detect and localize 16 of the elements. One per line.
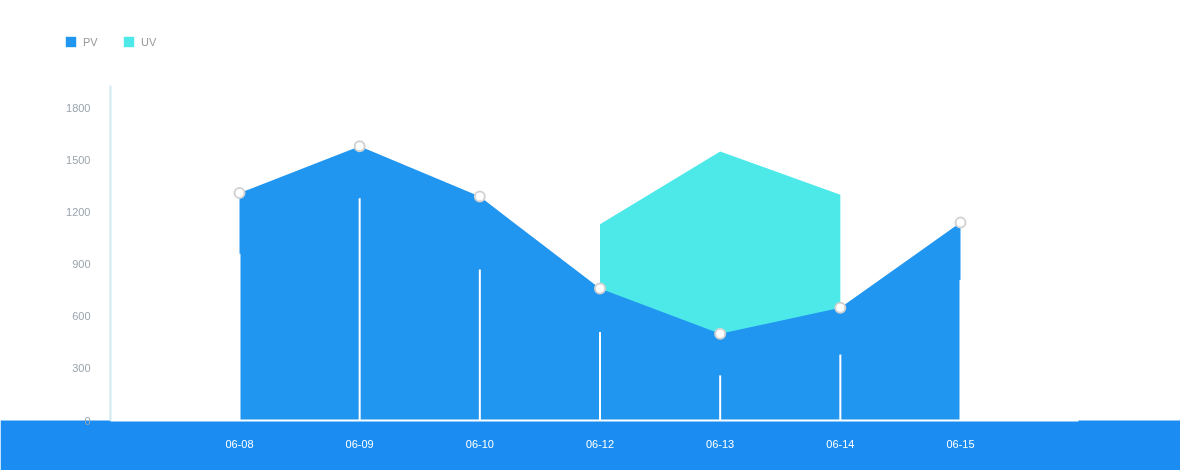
x-tick-label: 06-14 xyxy=(826,437,855,450)
x-tick-label: 06-10 xyxy=(465,437,494,450)
y-tick-label: 600 xyxy=(72,310,91,323)
x-tick-label: 06-12 xyxy=(585,437,615,450)
y-tick-label: 0 xyxy=(84,414,91,427)
y-tick-label: 300 xyxy=(72,362,91,375)
y-tick-label: 1800 xyxy=(66,102,91,115)
x-tick-label: 06-09 xyxy=(345,437,374,450)
x-tick-label: 06-08 xyxy=(225,437,254,450)
y-tick-label: 1500 xyxy=(66,154,91,167)
y-tick-label: 900 xyxy=(72,258,91,271)
x-tick-label: 06-13 xyxy=(706,437,735,450)
y-tick-label: 1200 xyxy=(66,206,91,219)
legend-label: PV xyxy=(83,35,99,48)
x-tick-label: 06-15 xyxy=(946,437,975,450)
legend-label: UV xyxy=(141,35,158,48)
